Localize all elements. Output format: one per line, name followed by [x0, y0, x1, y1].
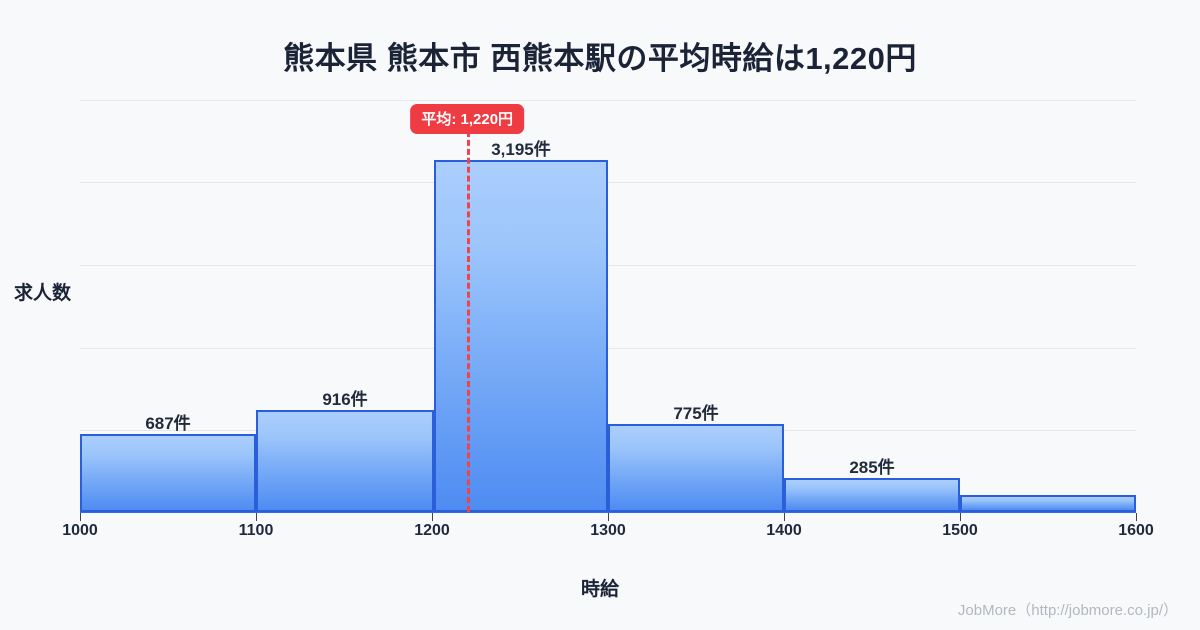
watermark-credit: JobMore（http://jobmore.co.jp/） [957, 602, 1178, 619]
x-axis-tick-mark [1136, 513, 1137, 521]
x-axis-line [80, 511, 1136, 513]
x-axis-tick-label: 1100 [238, 522, 274, 539]
bar-value-label: 3,195件 [491, 140, 551, 159]
x-axis-tick-label: 1300 [590, 522, 626, 539]
gridline [80, 182, 1136, 183]
x-axis-tick-mark [960, 513, 961, 521]
y-axis-title: 求人数 [14, 283, 72, 304]
bar-value-label: 916件 [322, 390, 368, 409]
x-axis-tick-label: 1500 [942, 522, 978, 539]
histogram-bar [608, 424, 784, 512]
bar-value-label: 687件 [145, 414, 191, 433]
histogram-bar [784, 478, 960, 512]
x-axis-tick-mark [608, 513, 609, 521]
x-axis-tick-mark [784, 513, 785, 521]
gridline [80, 100, 1136, 101]
x-axis-tick-mark [256, 513, 257, 521]
histogram-bar [256, 410, 434, 512]
bar-value-label: 775件 [673, 404, 719, 423]
gridline [80, 265, 1136, 266]
gridline [80, 348, 1136, 349]
average-badge: 平均: 1,220円 [410, 104, 525, 134]
histogram-bar [960, 495, 1136, 512]
x-axis-tick-label: 1000 [62, 522, 98, 539]
chart-title: 熊本県 熊本市 西熊本駅の平均時給は1,220円 [283, 41, 917, 76]
x-axis-tick-label: 1200 [414, 522, 450, 539]
x-axis-tick-label: 1400 [766, 522, 802, 539]
histogram-bar [80, 434, 256, 512]
x-axis-tick-mark [80, 513, 81, 521]
histogram-bar [434, 160, 608, 512]
x-axis-tick-label: 1600 [1118, 522, 1154, 539]
x-axis-title: 時給 [580, 579, 619, 600]
x-axis-tick-mark [432, 513, 433, 521]
bar-value-label: 285件 [849, 458, 895, 477]
average-line [467, 131, 471, 512]
